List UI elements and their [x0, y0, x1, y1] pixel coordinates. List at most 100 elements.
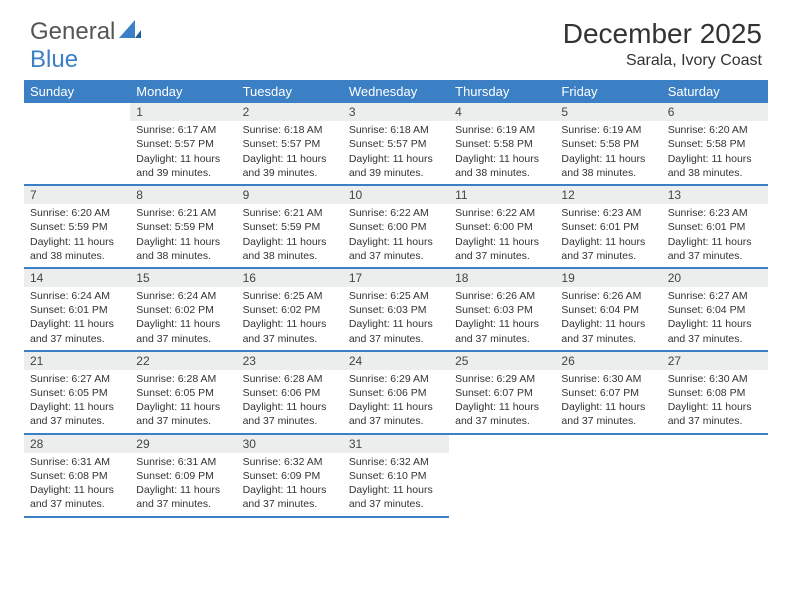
- day-cell: 27Sunrise: 6:30 AMSunset: 6:08 PMDayligh…: [662, 351, 768, 434]
- sunset-text: Sunset: 5:59 PM: [30, 220, 124, 234]
- sunset-text: Sunset: 6:06 PM: [349, 386, 443, 400]
- day-cell: 16Sunrise: 6:25 AMSunset: 6:02 PMDayligh…: [237, 268, 343, 351]
- day-details: Sunrise: 6:26 AMSunset: 6:04 PMDaylight:…: [555, 287, 661, 350]
- day-details: Sunrise: 6:28 AMSunset: 6:05 PMDaylight:…: [130, 370, 236, 433]
- day-cell: [24, 103, 130, 185]
- day-cell: 30Sunrise: 6:32 AMSunset: 6:09 PMDayligh…: [237, 434, 343, 517]
- sunset-text: Sunset: 6:03 PM: [455, 303, 549, 317]
- sunset-text: Sunset: 6:03 PM: [349, 303, 443, 317]
- day-cell: 13Sunrise: 6:23 AMSunset: 6:01 PMDayligh…: [662, 185, 768, 268]
- daylight-text: Daylight: 11 hours and 38 minutes.: [561, 152, 655, 180]
- week-row: 21Sunrise: 6:27 AMSunset: 6:05 PMDayligh…: [24, 351, 768, 434]
- day-cell: 11Sunrise: 6:22 AMSunset: 6:00 PMDayligh…: [449, 185, 555, 268]
- sunrise-text: Sunrise: 6:21 AM: [136, 206, 230, 220]
- sunset-text: Sunset: 5:57 PM: [349, 137, 443, 151]
- sunset-text: Sunset: 5:59 PM: [136, 220, 230, 234]
- day-details: Sunrise: 6:18 AMSunset: 5:57 PMDaylight:…: [343, 121, 449, 184]
- day-details: Sunrise: 6:24 AMSunset: 6:02 PMDaylight:…: [130, 287, 236, 350]
- day-details: Sunrise: 6:17 AMSunset: 5:57 PMDaylight:…: [130, 121, 236, 184]
- day-cell: 28Sunrise: 6:31 AMSunset: 6:08 PMDayligh…: [24, 434, 130, 517]
- weekday-header: Sunday: [24, 80, 130, 103]
- day-details: Sunrise: 6:30 AMSunset: 6:08 PMDaylight:…: [662, 370, 768, 433]
- sunset-text: Sunset: 6:05 PM: [30, 386, 124, 400]
- day-cell: 14Sunrise: 6:24 AMSunset: 6:01 PMDayligh…: [24, 268, 130, 351]
- daylight-text: Daylight: 11 hours and 37 minutes.: [668, 400, 762, 428]
- week-row: 28Sunrise: 6:31 AMSunset: 6:08 PMDayligh…: [24, 434, 768, 517]
- day-details: Sunrise: 6:22 AMSunset: 6:00 PMDaylight:…: [449, 204, 555, 267]
- sunset-text: Sunset: 5:57 PM: [136, 137, 230, 151]
- sunrise-text: Sunrise: 6:18 AM: [243, 123, 337, 137]
- day-cell: 2Sunrise: 6:18 AMSunset: 5:57 PMDaylight…: [237, 103, 343, 185]
- day-cell: 7Sunrise: 6:20 AMSunset: 5:59 PMDaylight…: [24, 185, 130, 268]
- daylight-text: Daylight: 11 hours and 37 minutes.: [455, 235, 549, 263]
- day-details: Sunrise: 6:22 AMSunset: 6:00 PMDaylight:…: [343, 204, 449, 267]
- daylight-text: Daylight: 11 hours and 37 minutes.: [136, 317, 230, 345]
- day-details: Sunrise: 6:28 AMSunset: 6:06 PMDaylight:…: [237, 370, 343, 433]
- sunrise-text: Sunrise: 6:25 AM: [349, 289, 443, 303]
- weekday-header: Tuesday: [237, 80, 343, 103]
- daylight-text: Daylight: 11 hours and 39 minutes.: [349, 152, 443, 180]
- day-details: Sunrise: 6:27 AMSunset: 6:04 PMDaylight:…: [662, 287, 768, 350]
- sunrise-text: Sunrise: 6:27 AM: [668, 289, 762, 303]
- sunrise-text: Sunrise: 6:24 AM: [136, 289, 230, 303]
- day-number: 7: [24, 186, 130, 204]
- sunset-text: Sunset: 6:07 PM: [455, 386, 549, 400]
- sunrise-text: Sunrise: 6:22 AM: [455, 206, 549, 220]
- sunrise-text: Sunrise: 6:18 AM: [349, 123, 443, 137]
- sunset-text: Sunset: 6:08 PM: [668, 386, 762, 400]
- calendar-body: 1Sunrise: 6:17 AMSunset: 5:57 PMDaylight…: [24, 103, 768, 517]
- daylight-text: Daylight: 11 hours and 37 minutes.: [243, 400, 337, 428]
- daylight-text: Daylight: 11 hours and 38 minutes.: [30, 235, 124, 263]
- day-number: 27: [662, 352, 768, 370]
- sunset-text: Sunset: 5:58 PM: [668, 137, 762, 151]
- day-details: Sunrise: 6:24 AMSunset: 6:01 PMDaylight:…: [24, 287, 130, 350]
- weekday-header: Thursday: [449, 80, 555, 103]
- sunset-text: Sunset: 6:05 PM: [136, 386, 230, 400]
- day-cell: 4Sunrise: 6:19 AMSunset: 5:58 PMDaylight…: [449, 103, 555, 185]
- daylight-text: Daylight: 11 hours and 38 minutes.: [243, 235, 337, 263]
- sunrise-text: Sunrise: 6:27 AM: [30, 372, 124, 386]
- day-number: 11: [449, 186, 555, 204]
- day-details: Sunrise: 6:31 AMSunset: 6:09 PMDaylight:…: [130, 453, 236, 516]
- day-number: 28: [24, 435, 130, 453]
- day-number: 12: [555, 186, 661, 204]
- day-number: 10: [343, 186, 449, 204]
- sunrise-text: Sunrise: 6:21 AM: [243, 206, 337, 220]
- day-number: 16: [237, 269, 343, 287]
- weekday-header: Friday: [555, 80, 661, 103]
- sunrise-text: Sunrise: 6:29 AM: [455, 372, 549, 386]
- weekday-header: Monday: [130, 80, 236, 103]
- week-row: 14Sunrise: 6:24 AMSunset: 6:01 PMDayligh…: [24, 268, 768, 351]
- weekday-header: Wednesday: [343, 80, 449, 103]
- day-details: Sunrise: 6:20 AMSunset: 5:59 PMDaylight:…: [24, 204, 130, 267]
- day-details: Sunrise: 6:21 AMSunset: 5:59 PMDaylight:…: [237, 204, 343, 267]
- sunrise-text: Sunrise: 6:24 AM: [30, 289, 124, 303]
- sunrise-text: Sunrise: 6:23 AM: [561, 206, 655, 220]
- daylight-text: Daylight: 11 hours and 38 minutes.: [455, 152, 549, 180]
- day-number: 17: [343, 269, 449, 287]
- sunrise-text: Sunrise: 6:32 AM: [349, 455, 443, 469]
- day-cell: 17Sunrise: 6:25 AMSunset: 6:03 PMDayligh…: [343, 268, 449, 351]
- day-number: 14: [24, 269, 130, 287]
- day-number: 31: [343, 435, 449, 453]
- day-cell: 31Sunrise: 6:32 AMSunset: 6:10 PMDayligh…: [343, 434, 449, 517]
- sunset-text: Sunset: 6:09 PM: [136, 469, 230, 483]
- daylight-text: Daylight: 11 hours and 38 minutes.: [136, 235, 230, 263]
- sunset-text: Sunset: 6:02 PM: [243, 303, 337, 317]
- sunset-text: Sunset: 6:01 PM: [561, 220, 655, 234]
- day-details: Sunrise: 6:25 AMSunset: 6:03 PMDaylight:…: [343, 287, 449, 350]
- sunrise-text: Sunrise: 6:26 AM: [561, 289, 655, 303]
- calendar-table: Sunday Monday Tuesday Wednesday Thursday…: [24, 80, 768, 518]
- sunset-text: Sunset: 5:59 PM: [243, 220, 337, 234]
- day-details: Sunrise: 6:20 AMSunset: 5:58 PMDaylight:…: [662, 121, 768, 184]
- day-number: 30: [237, 435, 343, 453]
- day-number: 26: [555, 352, 661, 370]
- daylight-text: Daylight: 11 hours and 37 minutes.: [30, 317, 124, 345]
- weekday-header: Saturday: [662, 80, 768, 103]
- day-cell: 6Sunrise: 6:20 AMSunset: 5:58 PMDaylight…: [662, 103, 768, 185]
- day-cell: 3Sunrise: 6:18 AMSunset: 5:57 PMDaylight…: [343, 103, 449, 185]
- day-details: Sunrise: 6:31 AMSunset: 6:08 PMDaylight:…: [24, 453, 130, 516]
- daylight-text: Daylight: 11 hours and 37 minutes.: [136, 483, 230, 511]
- day-details: Sunrise: 6:21 AMSunset: 5:59 PMDaylight:…: [130, 204, 236, 267]
- day-number: 13: [662, 186, 768, 204]
